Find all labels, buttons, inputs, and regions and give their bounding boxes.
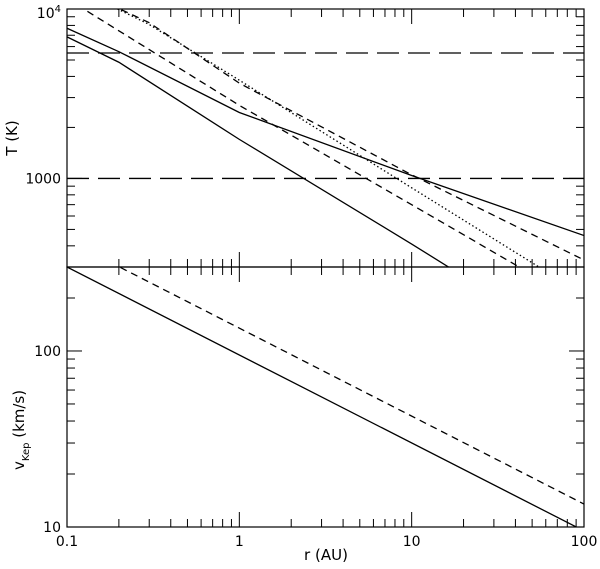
top-series-line-dotted xyxy=(116,9,541,267)
top-ticks xyxy=(66,8,585,268)
x-tick-label: 100 xyxy=(571,534,598,550)
bottom-y-tick-label: 10 xyxy=(43,520,61,536)
bottom-series-line-short-dash xyxy=(118,267,584,505)
bottom-y-tick-label: 100 xyxy=(34,344,61,360)
top-series-line-short-dash xyxy=(118,9,584,261)
top-y-axis-label: T (K) xyxy=(3,120,21,156)
top-series-line-solid xyxy=(67,27,584,237)
top-y-tick-label: 104 xyxy=(37,4,61,22)
bottom-y-tick-labels: 10 100 xyxy=(34,344,61,536)
bottom-panel: 10 100 0.1 1 10 100 vKep (km/s) r (AU) xyxy=(10,266,598,564)
top-series-line-short-dash xyxy=(82,9,521,267)
bottom-series-line-solid xyxy=(67,267,578,527)
bottom-y-label-unit: (km/s) xyxy=(10,390,28,443)
x-tick-label: 10 xyxy=(403,534,421,550)
top-plot-frame xyxy=(66,8,585,268)
bottom-y-axis-label: vKep (km/s) xyxy=(10,390,32,470)
x-axis-label: r (AU) xyxy=(304,546,348,564)
x-tick-labels: 0.1 1 10 100 xyxy=(56,534,598,550)
bottom-y-label-sub: Kep xyxy=(21,443,32,462)
x-tick-label: 1 xyxy=(235,534,244,550)
top-series-line-solid xyxy=(67,36,450,267)
top-y-tick-labels: 1000 104 xyxy=(25,4,61,187)
top-y-tick-label: 1000 xyxy=(25,171,61,187)
top-lines xyxy=(67,9,584,267)
bottom-y-label-main: v xyxy=(10,461,28,470)
x-tick-label: 0.1 xyxy=(56,534,78,550)
top-panel: 1000 104 T (K) xyxy=(3,4,585,268)
bottom-lines xyxy=(67,267,584,527)
bottom-plot-frame xyxy=(66,266,585,528)
